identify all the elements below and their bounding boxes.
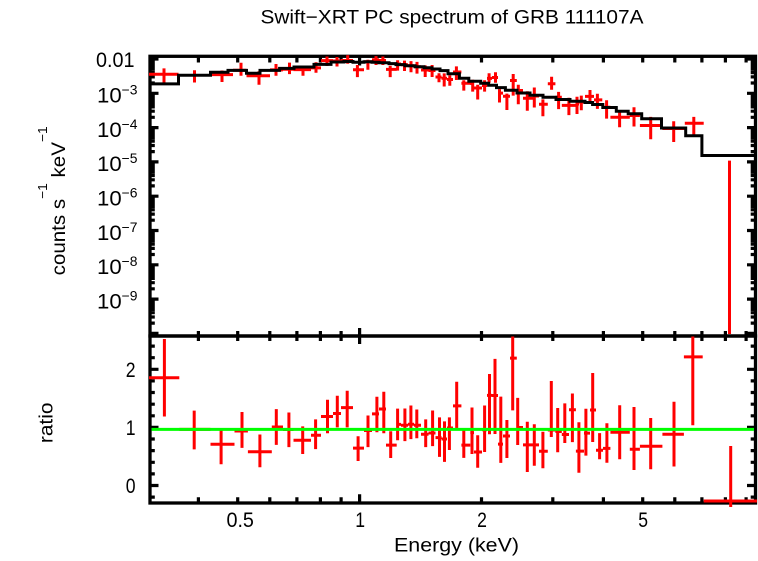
svg-text:0.5: 0.5 <box>226 508 254 532</box>
svg-text:Swift−XRT PC spectrum of GRB 1: Swift−XRT PC spectrum of GRB 111107A <box>261 7 644 29</box>
svg-text:2: 2 <box>126 358 136 382</box>
svg-text:0.01: 0.01 <box>96 48 135 72</box>
svg-text:Energy (keV): Energy (keV) <box>394 535 519 557</box>
svg-text:ratio: ratio <box>36 402 58 443</box>
svg-text:10−8: 10−8 <box>97 254 138 279</box>
svg-text:1: 1 <box>126 416 136 440</box>
svg-text:10−7: 10−7 <box>97 220 138 245</box>
svg-text:1: 1 <box>355 508 365 532</box>
svg-text:2: 2 <box>477 508 487 532</box>
svg-text:5: 5 <box>638 508 648 532</box>
svg-text:0: 0 <box>126 474 136 498</box>
svg-text:10−5: 10−5 <box>97 151 138 176</box>
